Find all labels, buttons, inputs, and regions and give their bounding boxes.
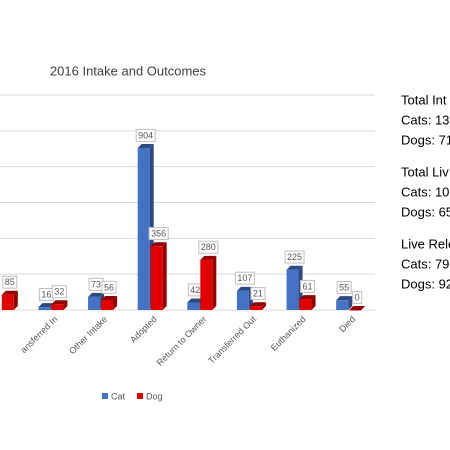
bar [286, 269, 299, 310]
data-label: 55 [339, 283, 349, 293]
bar-top [150, 242, 167, 247]
bar [51, 304, 64, 310]
bar [349, 310, 362, 311]
legend-swatch [137, 393, 143, 399]
bar-side [113, 295, 118, 310]
x-tick-label: Died [337, 314, 357, 334]
bar-top [101, 295, 118, 300]
summary-text: Total Liv [401, 164, 449, 179]
bar [249, 306, 262, 310]
data-label-box [51, 285, 67, 299]
bar-top [187, 298, 204, 303]
summary-text: Live Rele [401, 236, 450, 251]
summary-text: Cats: 79 [401, 256, 449, 271]
bar-top [51, 300, 68, 305]
data-label-box [148, 227, 169, 241]
data-label: 0 [355, 292, 360, 302]
data-label-box [352, 290, 363, 304]
data-label-box [336, 281, 352, 295]
data-label-box [234, 271, 255, 285]
summary-text: Cats: 13 [401, 112, 449, 127]
summary-text: Total Int [401, 92, 447, 107]
legend-label: Dog [146, 391, 163, 401]
bar-top [336, 296, 353, 301]
data-label: 107 [237, 273, 252, 283]
bar-top [299, 295, 316, 300]
bar-top [1, 290, 18, 295]
bar-side [212, 255, 217, 310]
summary-text: Dogs: 71 [401, 132, 450, 147]
summary-text: Cats: 10 [401, 184, 449, 199]
data-label: 904 [138, 130, 153, 140]
data-label: 225 [287, 252, 302, 262]
bar [236, 290, 249, 310]
bar [1, 294, 14, 310]
bar [38, 307, 51, 310]
chart-title: 2016 Intake and Outcomes [50, 63, 207, 78]
legend-swatch [102, 393, 108, 399]
bar-top [137, 144, 154, 149]
data-label: 56 [104, 282, 114, 292]
bar-side [348, 296, 353, 310]
bar-side [13, 290, 18, 310]
data-label: 32 [54, 287, 64, 297]
summary-text: Dogs: 92 [401, 276, 450, 291]
bar-top [349, 306, 366, 310]
bar-top [249, 302, 266, 307]
data-label: 356 [151, 229, 166, 239]
data-label: 73 [91, 279, 101, 289]
data-label-box [135, 128, 156, 142]
bar [336, 300, 349, 310]
bar-side [261, 302, 266, 310]
x-tick-label: Other Intake [67, 314, 109, 356]
x-tick-label: ansferred In [18, 314, 59, 355]
data-label: 85 [5, 277, 15, 287]
bar [101, 299, 114, 310]
data-label-box [198, 240, 219, 254]
bar-top [200, 255, 217, 260]
bar [299, 299, 312, 310]
x-tick-label: Euthanized [269, 314, 308, 353]
x-tick-label: Transferred Out [206, 314, 258, 366]
data-label-box [101, 280, 117, 294]
bar [150, 246, 163, 310]
bar-side [162, 242, 167, 310]
bar-top [38, 303, 55, 308]
bar [187, 302, 200, 310]
x-tick-label: Return to Owner [155, 314, 209, 368]
data-label-box [2, 275, 18, 289]
data-label: 61 [303, 281, 313, 291]
bar-top [236, 286, 253, 291]
bar [88, 296, 101, 310]
bar [137, 148, 150, 310]
legend-label: Cat [111, 391, 126, 401]
bar-top [286, 265, 303, 270]
summary-text: Dogs: 65 [401, 204, 450, 219]
bar-top [88, 292, 105, 297]
data-label-box [250, 287, 266, 301]
x-tick-label: Adopted [128, 314, 159, 345]
data-label-box [300, 279, 316, 293]
data-label: 21 [253, 289, 263, 299]
data-label: 16 [41, 290, 51, 300]
data-label: 280 [201, 242, 216, 252]
bar-side [63, 300, 68, 310]
data-label-box [284, 250, 305, 264]
data-label: 42 [190, 285, 200, 295]
bar [200, 259, 213, 310]
bar-side [311, 295, 316, 310]
